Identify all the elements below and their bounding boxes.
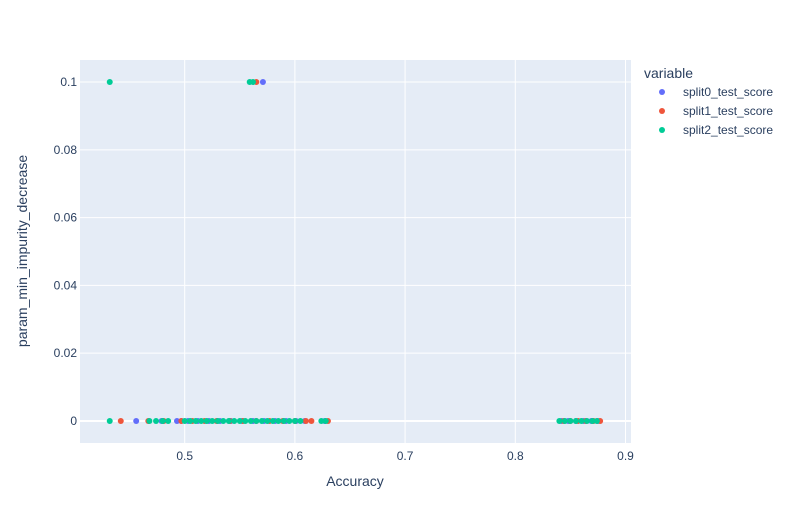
data-point[interactable] xyxy=(209,417,216,424)
data-point[interactable] xyxy=(220,417,227,424)
legend-label: split0_test_score xyxy=(683,85,773,99)
x-tick-label: 0.9 xyxy=(617,449,634,463)
legend-label: split1_test_score xyxy=(683,104,773,118)
legend-item[interactable]: split1_test_score xyxy=(659,104,773,118)
data-point[interactable] xyxy=(198,417,205,424)
y-tick-label: 0.08 xyxy=(54,143,78,157)
legend-item[interactable]: split2_test_score xyxy=(659,123,773,137)
data-point[interactable] xyxy=(214,417,221,424)
data-point[interactable] xyxy=(259,79,266,86)
y-tick-label: 0.02 xyxy=(54,346,78,360)
data-point[interactable] xyxy=(225,417,232,424)
legend-items[interactable]: split0_test_score split1_test_score split2… xyxy=(659,85,773,137)
y-tick-label: 0.06 xyxy=(54,211,78,225)
data-point[interactable] xyxy=(181,417,188,424)
data-point[interactable] xyxy=(556,417,563,424)
data-point[interactable] xyxy=(264,417,271,424)
data-point[interactable] xyxy=(561,417,568,424)
legend-item[interactable]: split0_test_score xyxy=(659,85,773,99)
data-point[interactable] xyxy=(291,417,298,424)
y-tick-label: 0.04 xyxy=(54,278,78,292)
data-point[interactable] xyxy=(247,417,254,424)
legend-marker xyxy=(659,127,665,133)
data-point[interactable] xyxy=(173,417,180,424)
x-tick-label: 0.7 xyxy=(397,449,414,463)
y-tick-label: 0 xyxy=(70,414,77,428)
data-point[interactable] xyxy=(159,417,166,424)
data-point[interactable] xyxy=(308,417,315,424)
plot-area xyxy=(80,60,631,443)
data-point[interactable] xyxy=(236,417,243,424)
data-point[interactable] xyxy=(593,417,600,424)
data-point[interactable] xyxy=(192,417,199,424)
data-point[interactable] xyxy=(280,417,287,424)
grid-lines xyxy=(80,60,631,443)
data-point[interactable] xyxy=(253,417,260,424)
x-axis-label: Accuracy xyxy=(326,473,384,489)
tick-labels: 0.5 0.6 0.7 0.8 0.9 0 0.02 0.04 0.06 0.08 0.1 xyxy=(54,75,635,463)
x-tick-label: 0.8 xyxy=(507,449,524,463)
legend-marker xyxy=(659,108,665,114)
legend-marker xyxy=(659,89,665,95)
data-point[interactable] xyxy=(578,417,585,424)
data-point[interactable] xyxy=(269,417,276,424)
data-point[interactable] xyxy=(117,417,124,424)
y-axis-label: param_min_impurity_decrease xyxy=(14,155,30,347)
data-points xyxy=(106,79,604,424)
data-point[interactable] xyxy=(153,417,160,424)
data-point[interactable] xyxy=(286,417,293,424)
data-point[interactable] xyxy=(106,417,113,424)
data-point[interactable] xyxy=(242,417,249,424)
data-point[interactable] xyxy=(203,417,210,424)
data-point[interactable] xyxy=(250,79,257,86)
data-point[interactable] xyxy=(231,417,238,424)
data-point[interactable] xyxy=(187,417,194,424)
x-tick-label: 0.5 xyxy=(176,449,193,463)
y-tick-label: 0.1 xyxy=(60,75,77,89)
x-tick-label: 0.6 xyxy=(287,449,304,463)
legend[interactable]: variable split0_test_score split1_test_sc… xyxy=(644,65,773,137)
data-point[interactable] xyxy=(583,417,590,424)
data-point[interactable] xyxy=(106,79,113,86)
data-point[interactable] xyxy=(567,417,574,424)
data-point[interactable] xyxy=(258,417,265,424)
data-point[interactable] xyxy=(589,417,596,424)
data-point[interactable] xyxy=(572,417,579,424)
data-point[interactable] xyxy=(165,417,172,424)
data-point[interactable] xyxy=(146,417,153,424)
data-point[interactable] xyxy=(133,417,140,424)
data-point[interactable] xyxy=(318,417,325,424)
legend-label: split2_test_score xyxy=(683,123,773,137)
data-point[interactable] xyxy=(322,417,329,424)
data-point[interactable] xyxy=(297,417,304,424)
data-point[interactable] xyxy=(275,417,282,424)
series-split2_test_score xyxy=(106,79,600,424)
data-point[interactable] xyxy=(302,417,309,424)
legend-title: variable xyxy=(644,65,693,81)
